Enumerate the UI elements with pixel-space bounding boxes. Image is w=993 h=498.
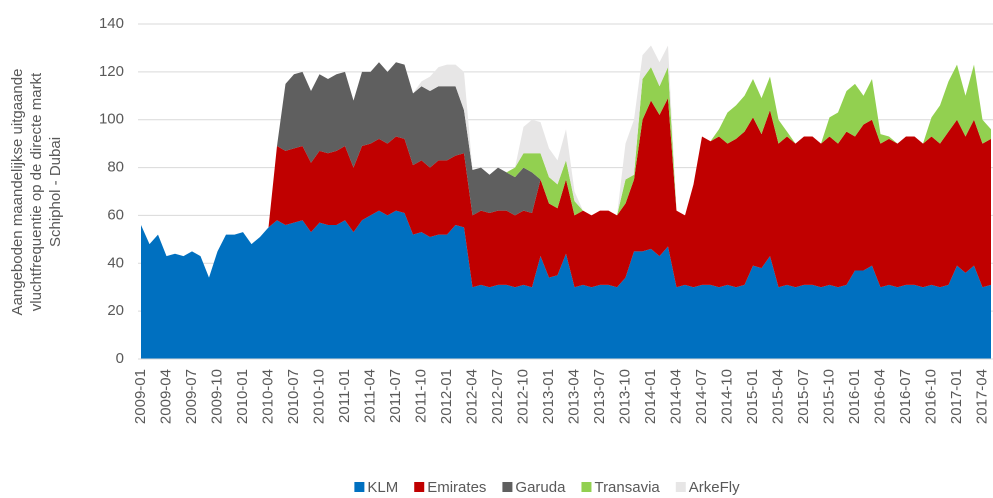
legend-swatch bbox=[354, 482, 365, 492]
legend-label: ArkeFly bbox=[689, 479, 740, 496]
y-tick-label: 140 bbox=[99, 15, 124, 32]
x-tick-label: 2014-07 bbox=[693, 369, 710, 424]
y-tick-label: 120 bbox=[99, 63, 124, 80]
x-tick-label: 2012-07 bbox=[489, 369, 506, 424]
x-tick-label: 2016-04 bbox=[871, 369, 888, 424]
x-tick-label: 2010-01 bbox=[234, 369, 251, 424]
x-tick-label: 2017-01 bbox=[948, 369, 965, 424]
x-tick-label: 2015-07 bbox=[795, 369, 812, 424]
y-tick-label: 0 bbox=[116, 350, 124, 367]
x-tick-label: 2013-07 bbox=[591, 369, 608, 424]
legend-swatch bbox=[414, 482, 425, 492]
x-tick-label: 2017-04 bbox=[973, 369, 990, 424]
legend: KLM Emirates Garuda Transavia ArkeFly bbox=[354, 479, 740, 496]
legend-swatch bbox=[502, 482, 513, 492]
x-tick-label: 2011-07 bbox=[387, 369, 404, 423]
x-tick-label: 2009-07 bbox=[183, 369, 200, 424]
area bbox=[141, 98, 991, 288]
area bbox=[141, 62, 991, 278]
x-tick-label: 2012-04 bbox=[463, 369, 480, 424]
x-tick-label: 2015-10 bbox=[820, 369, 837, 424]
x-tick-label: 2016-07 bbox=[897, 369, 914, 424]
y-tick-label: 60 bbox=[107, 206, 124, 223]
x-tick-label: 2010-07 bbox=[285, 369, 302, 424]
area bbox=[141, 210, 991, 359]
x-tick-label: 2010-10 bbox=[310, 369, 327, 424]
x-tick-label: 2013-04 bbox=[565, 369, 582, 424]
y-tick-label: 20 bbox=[107, 302, 124, 319]
legend-label: KLM bbox=[367, 479, 398, 496]
x-tick-label: 2014-01 bbox=[642, 369, 659, 424]
x-tick-label: 2015-04 bbox=[769, 369, 786, 424]
y-tick-label: 80 bbox=[107, 159, 124, 176]
x-tick-label: 2012-10 bbox=[514, 369, 531, 424]
legend-label: Emirates bbox=[427, 479, 486, 496]
x-tick-label: 2009-01 bbox=[132, 369, 149, 424]
x-tick-label: 2011-10 bbox=[412, 369, 429, 423]
x-tick-label: 2013-10 bbox=[616, 369, 633, 424]
legend-swatch bbox=[675, 482, 686, 492]
x-tick-label: 2009-04 bbox=[157, 369, 174, 424]
x-tick-label: 2012-01 bbox=[438, 369, 455, 424]
x-tick-label: 2016-10 bbox=[922, 369, 939, 424]
x-tick-label: 2010-04 bbox=[259, 369, 276, 424]
x-tick-label: 2011-04 bbox=[361, 369, 378, 423]
x-tick-label: 2014-10 bbox=[718, 369, 735, 424]
x-tick-label: 2009-10 bbox=[208, 369, 225, 424]
y-axis-label: Aangeboden maandelijkse uitgaande bbox=[9, 69, 26, 316]
x-tick-label: 2011-01 bbox=[336, 369, 353, 423]
y-tick-label: 100 bbox=[99, 111, 124, 128]
legend-swatch bbox=[581, 482, 592, 492]
area bbox=[141, 62, 991, 278]
y-axis-label: Schiphol - Dubai bbox=[47, 137, 64, 247]
legend-label: Garuda bbox=[515, 479, 566, 496]
x-tick-label: 2016-01 bbox=[846, 369, 863, 424]
x-tick-label: 2014-04 bbox=[667, 369, 684, 424]
y-tick-label: 40 bbox=[107, 254, 124, 271]
x-tick-label: 2013-01 bbox=[540, 369, 557, 424]
y-axis-label: vluchtfrequentie op de directe markt bbox=[28, 72, 45, 311]
legend-label: Transavia bbox=[594, 479, 660, 496]
x-tick-label: 2015-01 bbox=[744, 369, 761, 424]
